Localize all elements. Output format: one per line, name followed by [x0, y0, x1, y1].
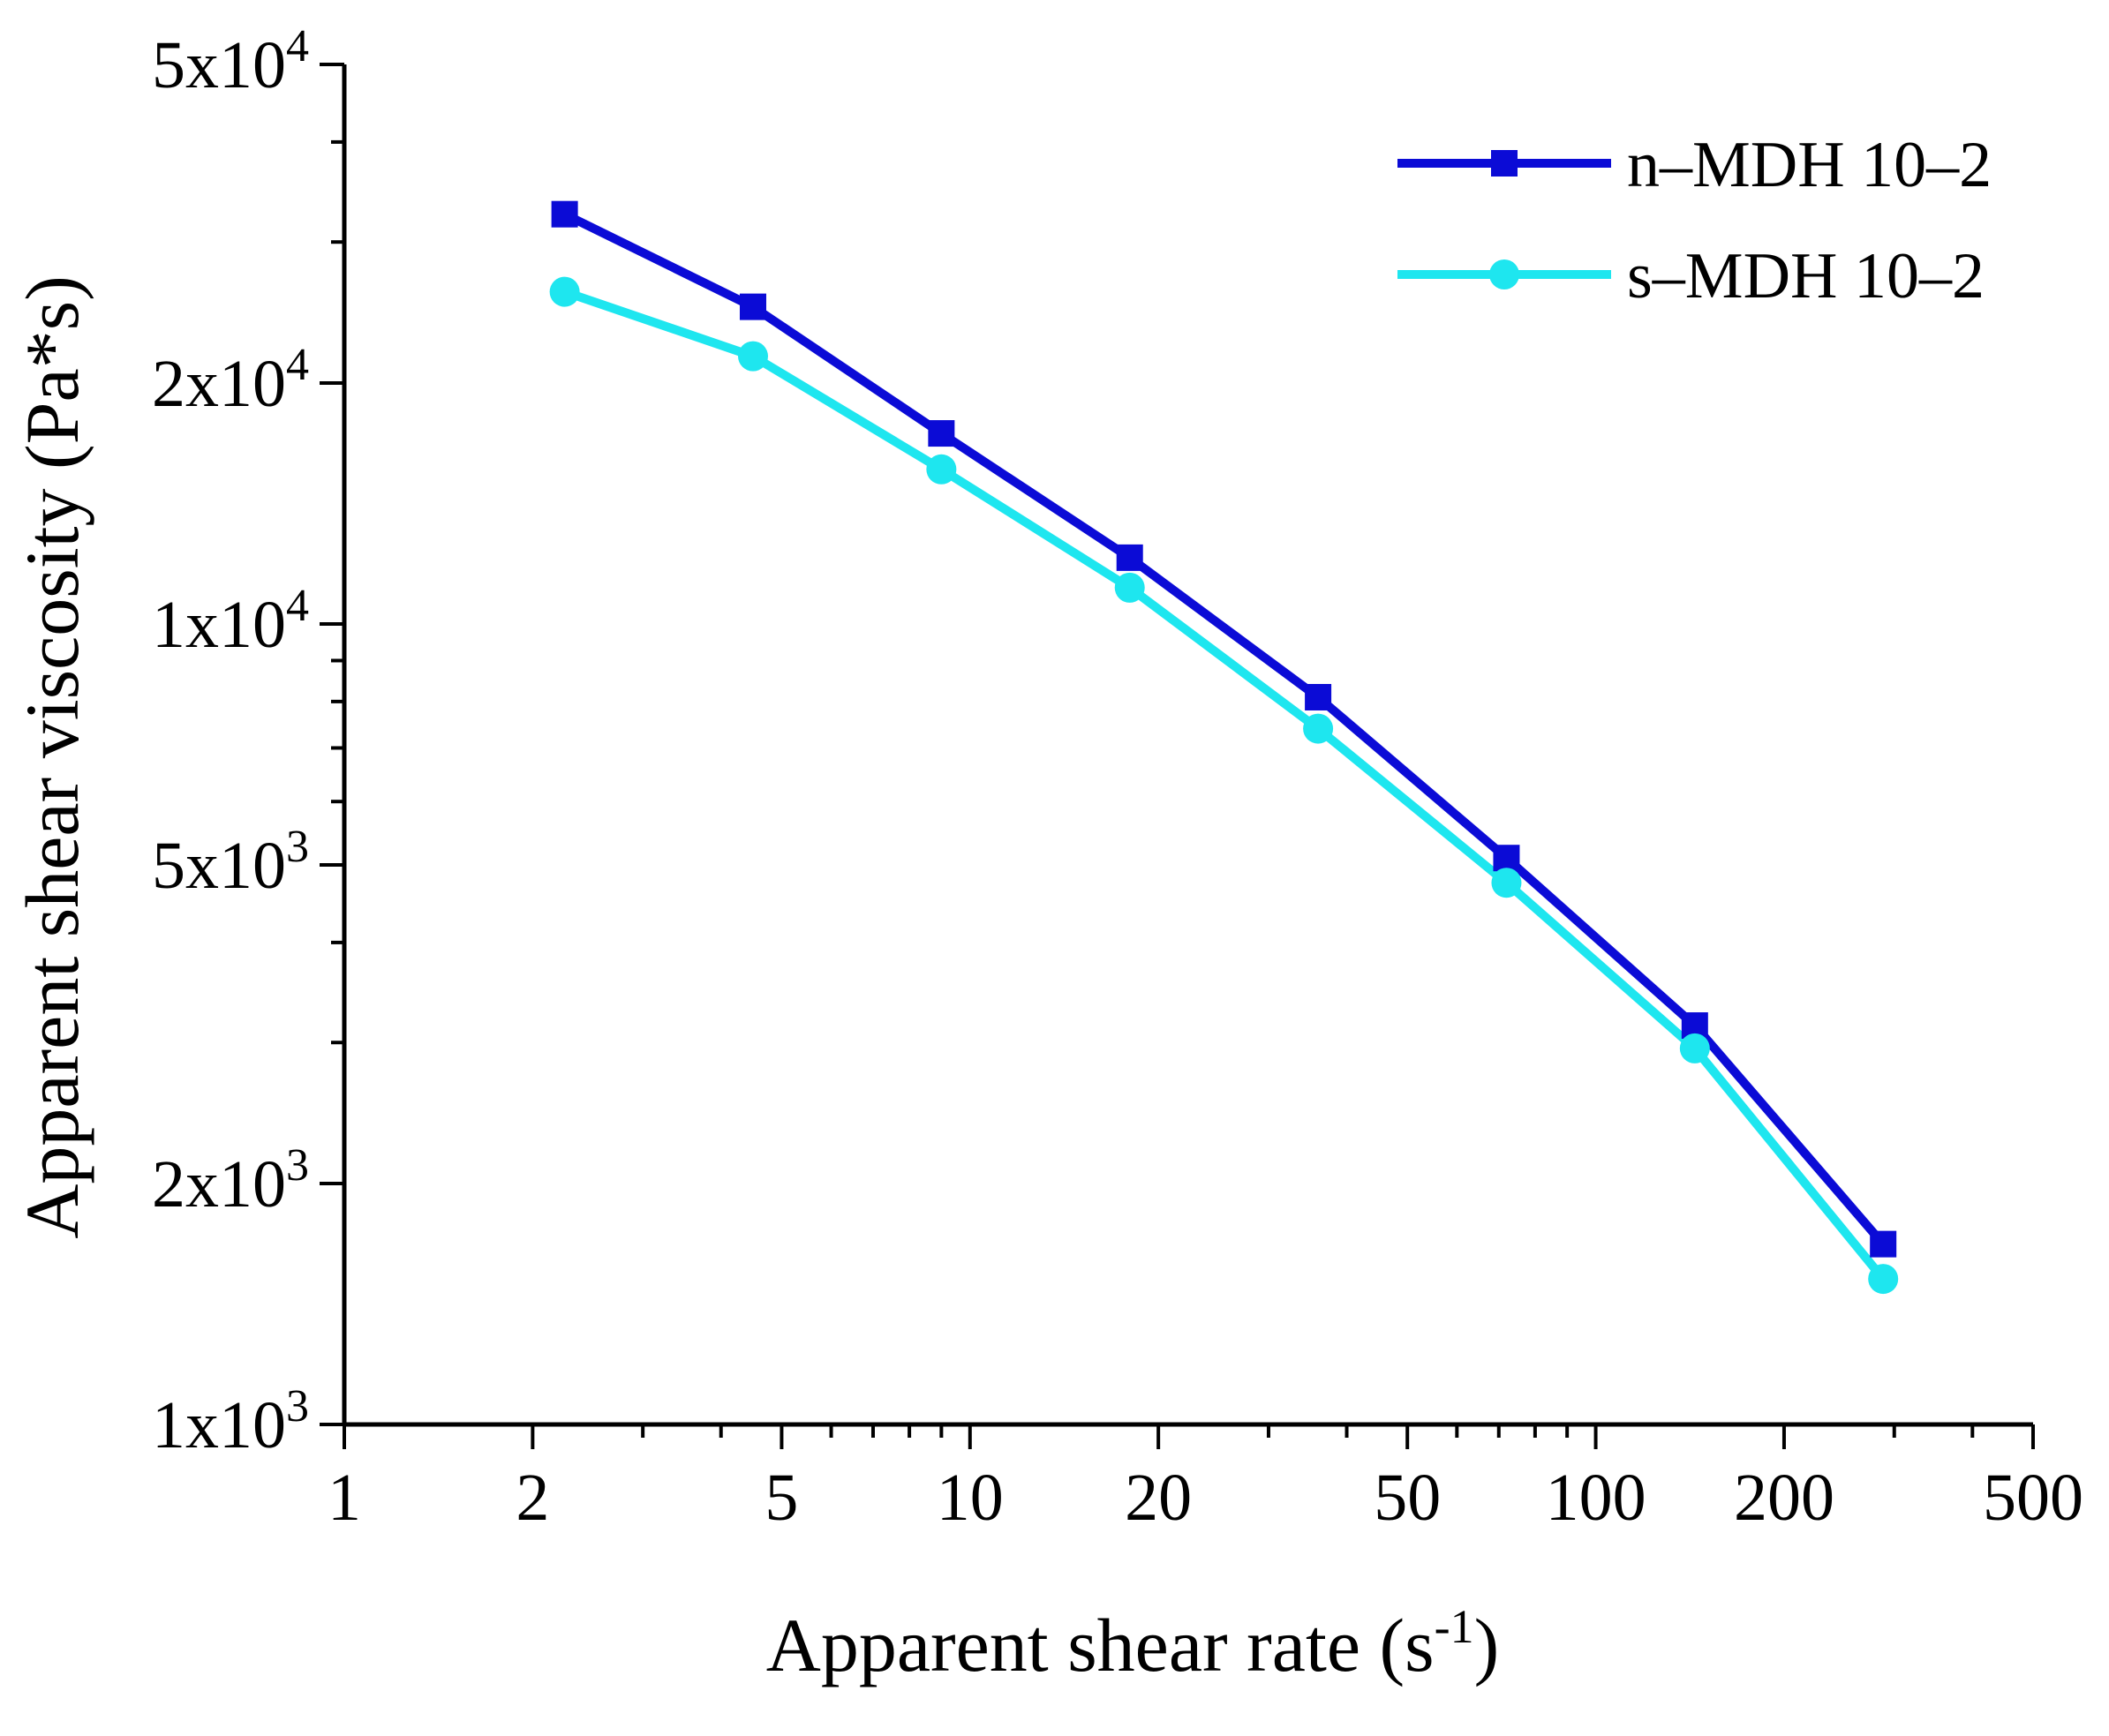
- data-point-circle: [1679, 1033, 1710, 1063]
- legend-marker-circle: [1489, 259, 1519, 289]
- x-tick-label: 20: [1125, 1461, 1192, 1535]
- data-point-circle: [737, 341, 768, 372]
- y-tick-label: 2x103: [152, 1140, 309, 1221]
- data-point-square: [1116, 544, 1143, 571]
- axes: [342, 64, 2033, 1427]
- y-axis-title: Apparent shear viscosity (Pa*s): [10, 275, 94, 1238]
- x-tick-label: 5: [765, 1461, 798, 1535]
- y-tick-label: 5x104: [152, 21, 309, 102]
- data-point-square: [1305, 683, 1332, 710]
- data-point-circle: [926, 454, 957, 485]
- data-point-circle: [1868, 1264, 1899, 1295]
- series-line-2: [562, 287, 1887, 1282]
- y-tick-label: 1x104: [152, 581, 309, 662]
- x-tick-label: 10: [937, 1461, 1004, 1535]
- data-point-square: [1493, 845, 1520, 872]
- legend-marker-square: [1491, 150, 1518, 177]
- x-tick-label: 500: [1983, 1461, 2083, 1535]
- x-tick-label: 50: [1374, 1461, 1441, 1535]
- legend-label-1: n–MDH 10–2: [1627, 129, 1992, 201]
- data-point-square: [1870, 1230, 1897, 1258]
- tick-labels-layer: 1 2 5 10 20 50 100 200 500 1x103 2x103 5x103 1x104 2x…: [152, 21, 2083, 1535]
- x-tick-label: 1: [328, 1461, 361, 1535]
- data-point-square: [551, 200, 578, 228]
- x-tick-label: 100: [1546, 1461, 1646, 1535]
- legend-label-2: s–MDH 10–2: [1627, 240, 1985, 312]
- y-tick-label: 5x103: [152, 822, 309, 903]
- x-tick-label: 2: [516, 1461, 549, 1535]
- series-line-1: [562, 210, 1887, 1247]
- data-point-circle: [1114, 572, 1145, 603]
- x-tick-label: 200: [1734, 1461, 1834, 1535]
- data-point-circle: [1491, 868, 1522, 898]
- y-tick-label: 2x104: [152, 340, 309, 421]
- x-axis-title: Apparent shear rate (s-1): [766, 1600, 1500, 1687]
- y-tick-label: 1x103: [152, 1381, 309, 1462]
- legend: n–MDH 10–2 s–MDH 10–2: [1397, 129, 1992, 312]
- data-point-circle: [1303, 713, 1334, 744]
- series-layer: [549, 200, 1899, 1295]
- data-point-square: [739, 293, 766, 320]
- data-point-circle: [549, 276, 580, 307]
- data-point-square: [928, 420, 955, 447]
